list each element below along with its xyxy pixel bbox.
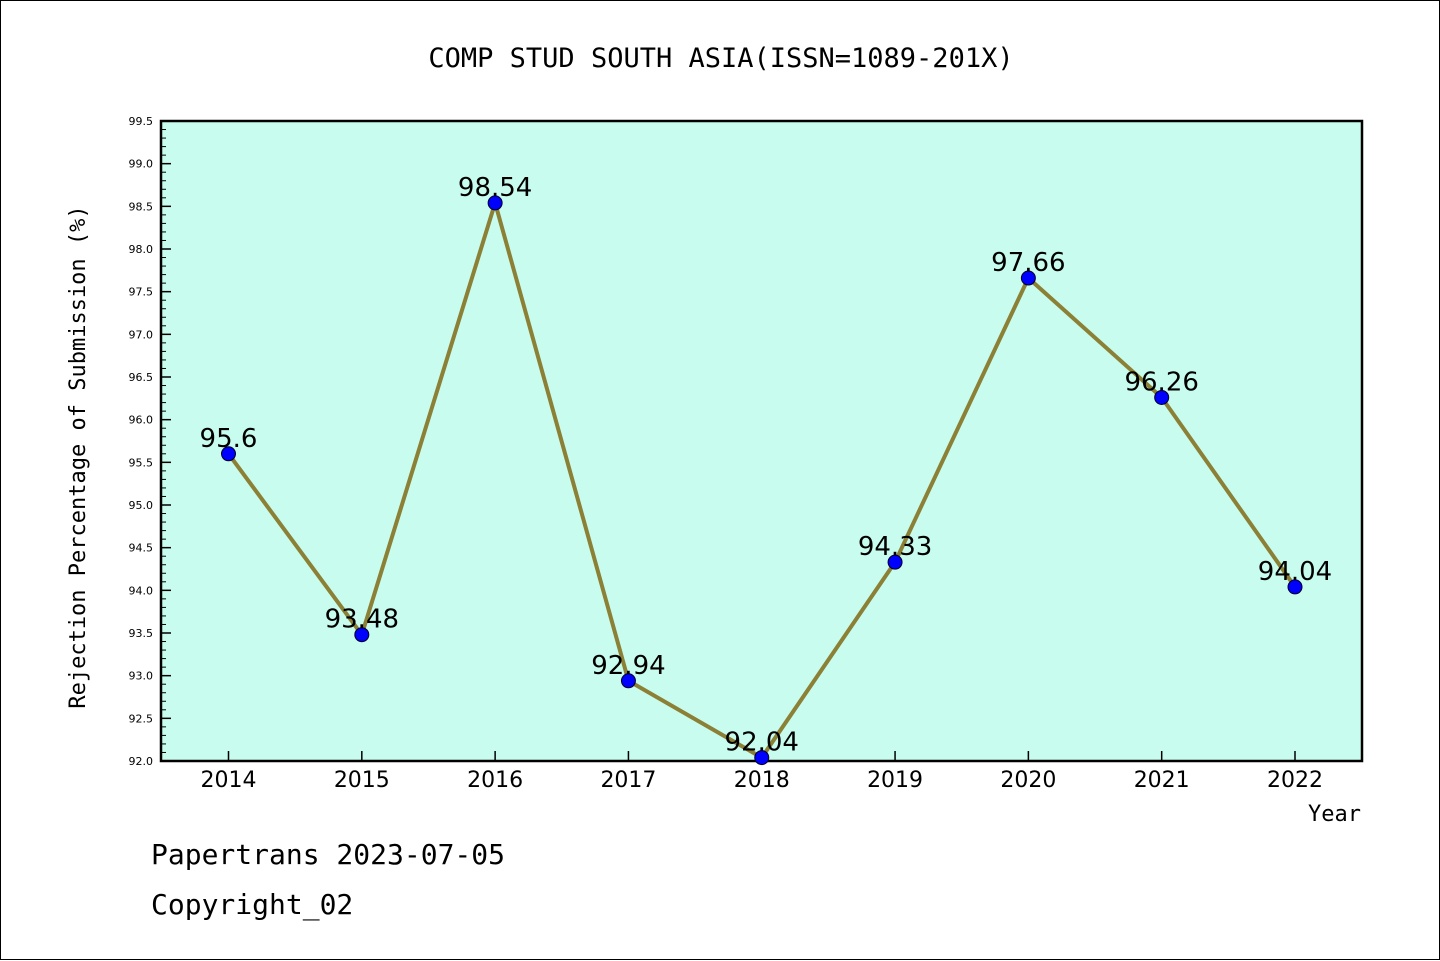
y-axis-label: Rejection Percentage of Submission (%) bbox=[66, 205, 91, 708]
x-tick-label: 2015 bbox=[334, 768, 390, 793]
y-tick-label: 96.5 bbox=[129, 371, 154, 384]
x-tick-label: 2014 bbox=[201, 768, 257, 793]
y-tick-label: 95.0 bbox=[129, 499, 154, 512]
data-point-marker bbox=[754, 750, 770, 766]
data-label: 98.54 bbox=[458, 173, 532, 203]
x-tick-label: 2018 bbox=[734, 768, 790, 793]
y-tick-label: 94.5 bbox=[129, 542, 154, 555]
x-tick-label: 2016 bbox=[467, 768, 523, 793]
footer-date-text: Papertrans 2023-07-05 bbox=[151, 838, 505, 871]
data-point-marker bbox=[221, 446, 236, 462]
data-point-marker bbox=[1020, 270, 1036, 286]
data-label: 97.66 bbox=[991, 248, 1065, 278]
plot-area bbox=[159, 119, 1364, 763]
y-tick-label: 92.0 bbox=[129, 755, 154, 768]
y-tick-label: 93.5 bbox=[129, 627, 154, 640]
data-point-marker bbox=[1287, 579, 1303, 595]
data-point-marker bbox=[887, 554, 903, 570]
data-point-marker bbox=[487, 195, 503, 211]
x-tick-label: 2020 bbox=[1000, 768, 1056, 793]
data-label: 94.33 bbox=[858, 532, 932, 562]
x-tick-label: 2017 bbox=[600, 768, 656, 793]
data-point-marker bbox=[354, 627, 370, 643]
y-tick-label: 95.5 bbox=[129, 456, 154, 469]
data-label: 94.04 bbox=[1258, 557, 1332, 587]
x-tick-label: 2021 bbox=[1134, 768, 1190, 793]
y-tick-label: 97.5 bbox=[129, 286, 154, 299]
y-tick-label: 99.5 bbox=[129, 115, 154, 128]
y-tick-label: 93.0 bbox=[129, 670, 154, 683]
data-label: 95.6 bbox=[200, 424, 258, 454]
data-label: 93.48 bbox=[325, 605, 399, 635]
y-tick-label: 96.0 bbox=[129, 414, 154, 427]
y-tick-label: 94.0 bbox=[129, 584, 154, 597]
chart-title: COMP STUD SOUTH ASIA(ISSN=1089-201X) bbox=[428, 43, 1013, 74]
y-tick-label: 99.0 bbox=[129, 158, 154, 171]
x-tick-label: 2019 bbox=[867, 768, 923, 793]
y-axis: 92.0 92.5 93.0 93.5 94.0 94.5 95.0 95.5 96.0 96.5… bbox=[129, 115, 171, 768]
y-tick-label: 92.5 bbox=[129, 712, 154, 725]
data-label: 92.94 bbox=[591, 651, 665, 681]
y-tick-label: 98.0 bbox=[129, 243, 154, 256]
footer-copyright-text: Copyright_02 bbox=[151, 888, 353, 922]
x-tick-label: 2022 bbox=[1267, 768, 1323, 793]
data-labels: 95.6 93.48 98.54 92.94 92.04 94.33 97.66 96.26 9… bbox=[200, 173, 1333, 758]
data-point-marker bbox=[620, 673, 636, 689]
y-tick-label: 98.5 bbox=[129, 200, 154, 213]
y-tick-label: 97.0 bbox=[129, 328, 154, 341]
data-label: 92.04 bbox=[725, 728, 799, 758]
x-axis-label: Year bbox=[1308, 802, 1361, 827]
data-points bbox=[221, 195, 1303, 766]
data-point-marker bbox=[1154, 389, 1170, 405]
data-label: 96.26 bbox=[1124, 367, 1198, 397]
